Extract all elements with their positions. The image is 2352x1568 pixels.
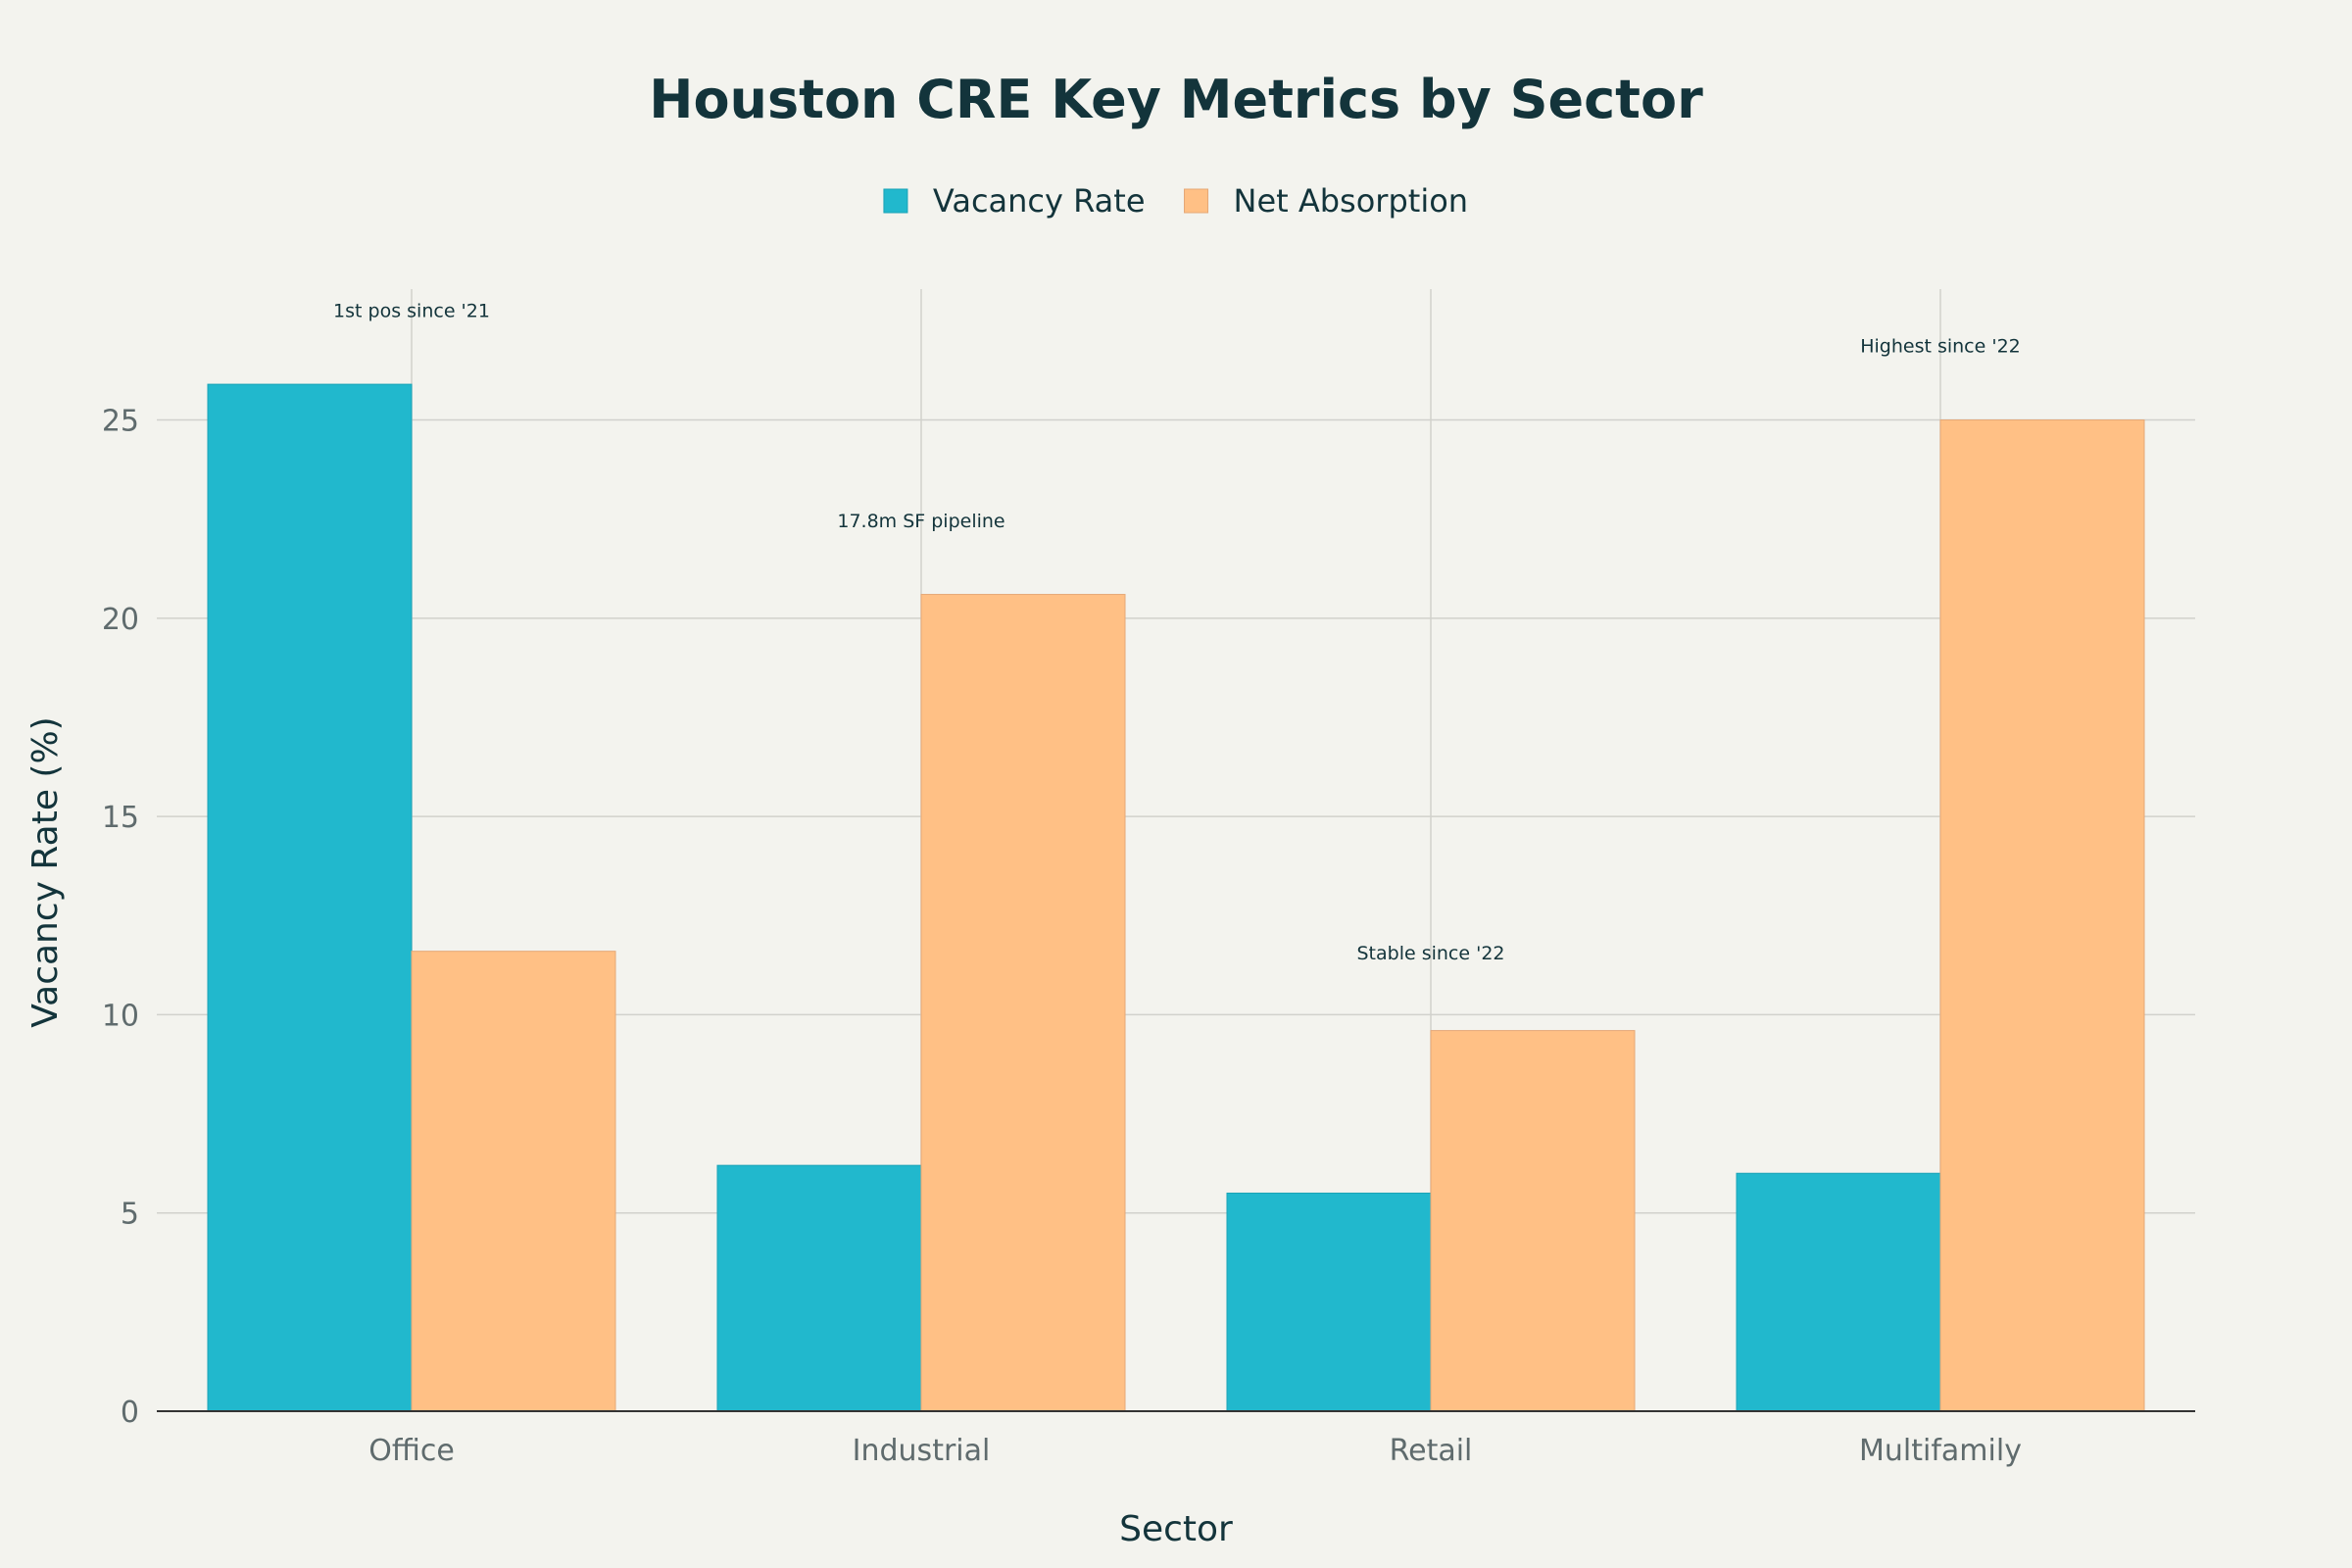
y-tick-label: 15 [102, 801, 139, 835]
x-tick-label-multifamily: Multifamily [1859, 1434, 2022, 1468]
annotation-multifamily: Highest since '22 [1860, 336, 2021, 358]
y-tick-label: 5 [121, 1198, 139, 1232]
axes: 0 5 10 15 20 25 Office Industrial Retail Multifam… [102, 405, 2195, 1468]
bar-net-absorption-industrial [920, 594, 1126, 1412]
bar-net-absorption-office [411, 951, 616, 1412]
bar-vacancy-rate-industrial [716, 1164, 922, 1412]
legend-label-net-absorption: Net Absorption [1234, 182, 1469, 220]
x-axis-title: Sector [1119, 1509, 1233, 1549]
bar-vacancy-rate-retail [1226, 1192, 1432, 1412]
legend-label-vacancy-rate: Vacancy Rate [933, 182, 1146, 220]
annotation-retail: Stable since '22 [1356, 943, 1504, 964]
x-tick-label-industrial: Industrial [853, 1434, 991, 1468]
y-tick-label: 20 [102, 603, 139, 637]
legend: Vacancy Rate Net Absorption [883, 182, 1469, 220]
chart-title: Houston CRE Key Metrics by Sector [649, 69, 1703, 130]
y-tick-label: 25 [102, 405, 139, 439]
annotation-office: 1st pos since '21 [333, 300, 490, 321]
y-tick-label: 0 [121, 1396, 139, 1430]
x-tick-label-retail: Retail [1390, 1434, 1473, 1468]
bar-vacancy-rate-multifamily [1736, 1172, 1941, 1412]
y-axis-title: Vacancy Rate (%) [25, 716, 66, 1027]
annotations: 1st pos since '21 17.8m SF pipeline Stable… [333, 300, 2021, 963]
bar-net-absorption-retail [1430, 1030, 1636, 1412]
bars [207, 383, 2145, 1412]
annotation-industrial: 17.8m SF pipeline [837, 511, 1004, 532]
legend-swatch-vacancy-rate [883, 188, 908, 214]
x-tick-label-office: Office [368, 1434, 455, 1468]
y-tick-label: 10 [102, 999, 139, 1033]
bar-vacancy-rate-office [207, 383, 413, 1412]
bar-net-absorption-multifamily [1939, 419, 2145, 1412]
legend-swatch-net-absorption [1184, 188, 1209, 214]
